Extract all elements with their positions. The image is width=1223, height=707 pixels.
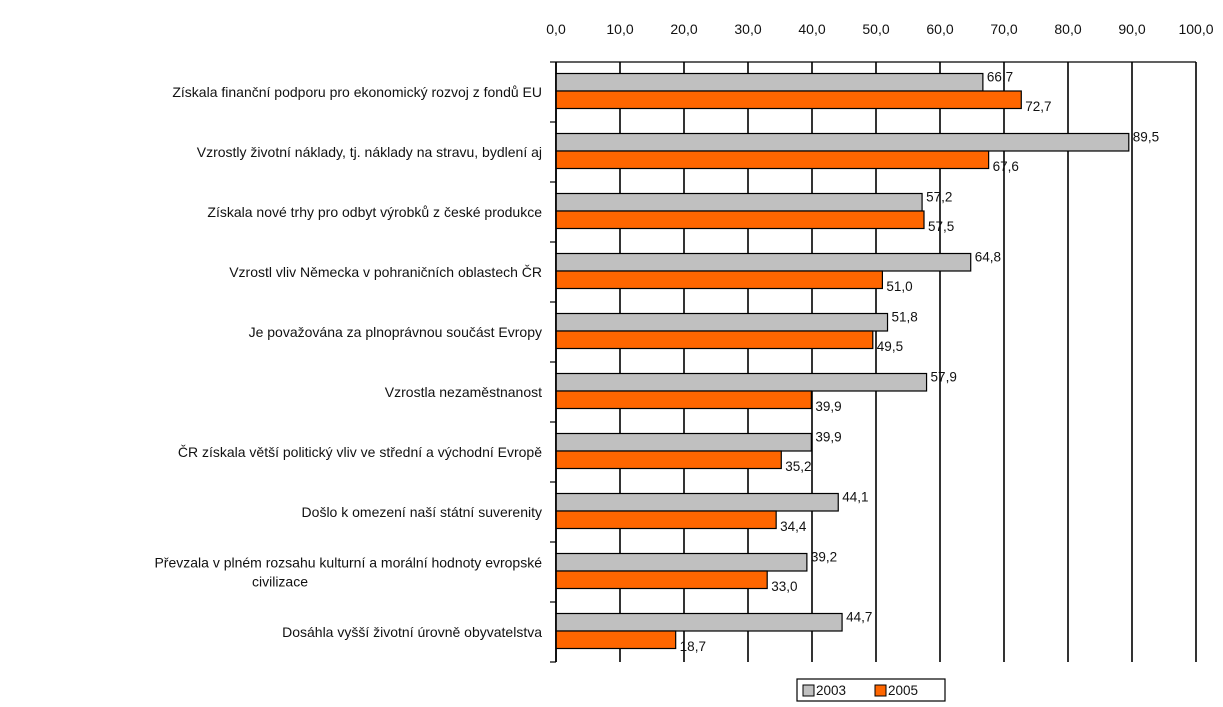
data-label-2005: 49,5 xyxy=(877,339,903,354)
data-label-2003: 39,9 xyxy=(815,429,841,444)
category-label: Došlo k omezení naší státní suverenity xyxy=(302,504,542,520)
data-label-2003: 44,1 xyxy=(842,489,868,504)
data-label-2005: 67,6 xyxy=(993,159,1019,174)
bar-2005 xyxy=(555,450,782,470)
bar-2005 xyxy=(555,330,874,350)
legend-swatch-2003 xyxy=(802,684,815,697)
x-tick-label: 0,0 xyxy=(546,21,566,37)
x-tick-label: 40,0 xyxy=(798,21,825,37)
data-label-2003: 64,8 xyxy=(975,249,1001,264)
bar-2005 xyxy=(555,510,777,530)
data-label-2005: 72,7 xyxy=(1025,99,1051,114)
category-label: Vzrostl vliv Německa v pohraničních obla… xyxy=(229,264,542,280)
bar-2003 xyxy=(555,372,928,392)
bar-2005 xyxy=(555,210,925,230)
category-label: ČR získala větší politický vliv ve střed… xyxy=(178,444,542,460)
data-label-2003: 44,7 xyxy=(846,609,872,624)
legend-label-2005: 2005 xyxy=(888,683,918,698)
data-label-2003: 66,7 xyxy=(987,69,1013,84)
data-label-2005: 34,4 xyxy=(780,519,807,534)
bar-2003 xyxy=(555,312,889,332)
bar-2003 xyxy=(555,432,812,452)
category-label: civilizace xyxy=(252,574,308,590)
x-tick-label: 100,0 xyxy=(1178,21,1213,37)
category-label: Je považována za plnoprávnou součást Evr… xyxy=(249,324,542,340)
bar-2003 xyxy=(555,72,984,92)
data-label-2005: 18,7 xyxy=(680,639,706,654)
bar-2005 xyxy=(555,270,883,290)
x-tick-label: 10,0 xyxy=(606,21,633,37)
bar-2005 xyxy=(555,150,990,170)
bar-2003 xyxy=(555,192,923,212)
data-label-2003: 89,5 xyxy=(1133,129,1159,144)
bar-2005 xyxy=(555,90,1022,110)
bar-2003 xyxy=(555,612,843,632)
x-tick-label: 30,0 xyxy=(734,21,761,37)
category-label: Dosáhla vyšší životní úrovně obyvatelstv… xyxy=(282,624,542,640)
bar-2005 xyxy=(555,630,677,650)
category-label: Získala finanční podporu pro ekonomický … xyxy=(172,84,542,100)
data-label-2005: 33,0 xyxy=(771,579,797,594)
x-tick-label: 70,0 xyxy=(990,21,1017,37)
data-label-2003: 51,8 xyxy=(892,309,918,324)
bar-2003 xyxy=(555,492,839,512)
data-label-2003: 39,2 xyxy=(811,549,837,564)
bar-2003 xyxy=(555,252,972,272)
x-tick-label: 60,0 xyxy=(926,21,953,37)
category-label: Převzala v plném rozsahu kulturní a morá… xyxy=(154,555,542,571)
x-tick-label: 90,0 xyxy=(1118,21,1145,37)
data-label-2003: 57,2 xyxy=(926,189,952,204)
x-tick-label: 80,0 xyxy=(1054,21,1081,37)
category-label: Vzrostly životní náklady, tj. náklady na… xyxy=(197,144,542,160)
data-label-2005: 57,5 xyxy=(928,219,954,234)
data-label-2003: 57,9 xyxy=(931,369,957,384)
category-label: Vzrostla nezaměstnanost xyxy=(385,384,542,400)
legend-box xyxy=(796,678,946,702)
x-tick-label: 50,0 xyxy=(862,21,889,37)
legend-label-2003: 2003 xyxy=(816,683,846,698)
legend-swatch-2005 xyxy=(874,684,887,697)
data-label-2005: 35,2 xyxy=(785,459,811,474)
bar-2003 xyxy=(555,132,1130,152)
category-label: Získala nové trhy pro odbyt výrobků z če… xyxy=(207,204,542,220)
data-label-2005: 39,9 xyxy=(815,399,841,414)
bar-2005 xyxy=(555,390,812,410)
x-tick-label: 20,0 xyxy=(670,21,697,37)
bar-2005 xyxy=(555,570,768,590)
data-label-2005: 51,0 xyxy=(886,279,912,294)
bar-2003 xyxy=(555,552,808,572)
